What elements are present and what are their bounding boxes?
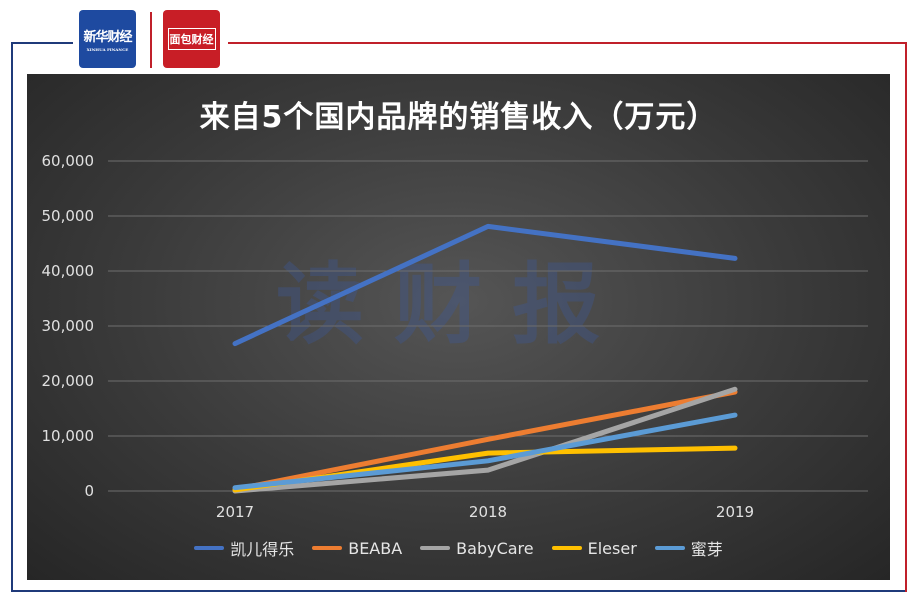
y-tick-label: 50,000: [42, 207, 95, 225]
y-tick-label: 10,000: [42, 427, 95, 445]
x-tick-label: 2018: [469, 503, 507, 521]
series-line: [232, 386, 738, 494]
series-line: [232, 389, 738, 492]
logo-left-text: 新华财经: [83, 30, 132, 45]
legend-swatch: [654, 546, 685, 550]
legend-item: BEABA: [312, 536, 402, 560]
legend-swatch: [551, 546, 582, 550]
frame-top-right-line: [228, 42, 907, 44]
y-tick-label: 20,000: [42, 372, 95, 390]
chart-legend: 凯儿得乐 BEABA BabyCare Eleser 蜜芽: [0, 536, 917, 560]
legend-item: Eleser: [551, 536, 637, 560]
y-tick-label: 0: [84, 482, 94, 500]
logo-left-sub: XINHUA FINANCE: [86, 47, 129, 52]
legend-swatch: [194, 546, 225, 550]
legend-label: 凯儿得乐: [230, 540, 295, 559]
logo-right-text: 面包财经: [167, 28, 216, 50]
legend-item: 凯儿得乐: [194, 536, 294, 560]
legend-swatch: [420, 546, 451, 550]
series-line: [232, 412, 738, 491]
x-tick-label: 2019: [716, 503, 754, 521]
chart-panel: [27, 74, 890, 580]
y-tick-label: 30,000: [42, 317, 95, 335]
watermark: 读财报: [276, 253, 630, 356]
logo-divider: [150, 12, 152, 68]
xinhua-finance-logo: 新华财经 XINHUA FINANCE: [79, 10, 136, 68]
frame-right-line: [905, 42, 907, 592]
chart-title: 来自5个国内品牌的销售收入（万元）: [199, 100, 718, 135]
series-line: [232, 223, 738, 347]
frame-top-left-line: [11, 42, 73, 44]
frame-bottom-line: [11, 590, 907, 592]
legend-label: 蜜芽: [690, 540, 723, 559]
legend-label: Eleser: [587, 538, 637, 558]
legend-swatch: [312, 546, 343, 550]
legend-label: BabyCare: [456, 538, 534, 558]
y-tick-label: 60,000: [42, 152, 95, 170]
x-tick-label: 2017: [216, 503, 254, 521]
mianbao-finance-logo: 面包财经: [163, 10, 220, 68]
legend-label: BEABA: [348, 538, 403, 558]
legend-item: 蜜芽: [654, 536, 723, 560]
legend-item: BabyCare: [420, 536, 534, 560]
frame-left-line: [11, 42, 13, 592]
y-tick-label: 40,000: [42, 262, 95, 280]
